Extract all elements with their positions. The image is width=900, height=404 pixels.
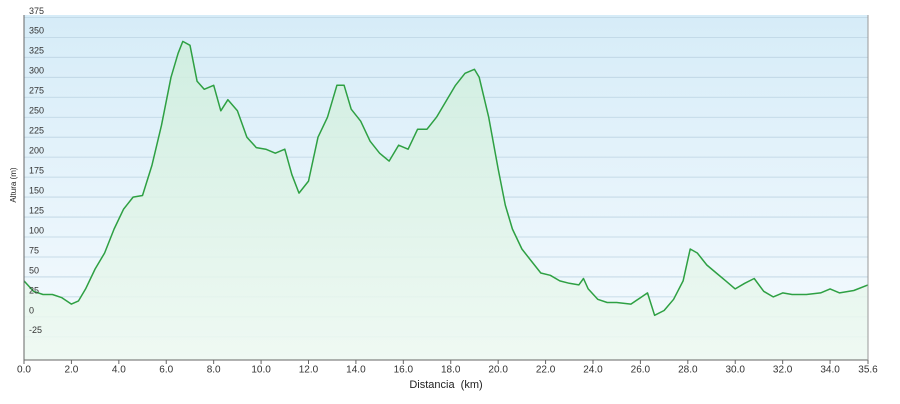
y-tick-label: 250 [29, 106, 44, 116]
y-tick-label: 325 [29, 46, 44, 56]
y-tick-label: 200 [29, 146, 44, 156]
x-tick-label: 6.0 [159, 365, 173, 376]
x-tick-label: 0.0 [17, 365, 31, 376]
x-tick-label: 20.0 [488, 365, 508, 376]
marks [23, 40, 869, 361]
y-tick-label: 125 [29, 205, 44, 215]
x-tick-label: 35.6 [858, 365, 878, 376]
x-tick-label: 26.0 [631, 365, 651, 376]
line [23, 40, 869, 317]
x-tick-label: 16.0 [394, 365, 414, 376]
x-axis-title: Distancia (km) [409, 379, 482, 391]
y-tick-label: -25 [29, 325, 42, 335]
y-tick-label: 0 [29, 305, 34, 315]
y-tick-label: 300 [29, 66, 44, 76]
x-tick-label: 4.0 [112, 365, 126, 376]
x-tick-label: 12.0 [299, 365, 319, 376]
y-tick-label: 150 [29, 185, 44, 195]
y-tick-label: 225 [29, 126, 44, 136]
y-tick-label: 175 [29, 165, 44, 175]
y-tick-label: 25 [29, 285, 39, 295]
x-tick-label: 10.0 [251, 365, 271, 376]
x-tick-label: 8.0 [207, 365, 221, 376]
y-tick-label: 75 [29, 245, 39, 255]
x-tick-label: 18.0 [441, 365, 461, 376]
y-tick-label: 375 [29, 6, 44, 16]
labels: -25 0 25 50 75 100 125 150 175 200 225 250 275 300 325… [17, 6, 878, 376]
x-tick-label: 22.0 [536, 365, 556, 376]
x-tick-label: 28.0 [678, 365, 698, 376]
x-tick-label: 34.0 [820, 365, 840, 376]
x-tick-label: 24.0 [583, 365, 603, 376]
y-tick-label: 350 [29, 26, 44, 36]
x-tick-label: 14.0 [346, 365, 366, 376]
y-tick-label: 275 [29, 86, 44, 96]
y-tick-label: 50 [29, 265, 39, 275]
x-tick-label: 32.0 [773, 365, 793, 376]
x-tick-label: 30.0 [726, 365, 746, 376]
y-axis-title: Altura (m) [9, 167, 18, 202]
area [24, 41, 868, 361]
x-tick-label: 2.0 [64, 365, 78, 376]
y-tick-label: 100 [29, 225, 44, 235]
